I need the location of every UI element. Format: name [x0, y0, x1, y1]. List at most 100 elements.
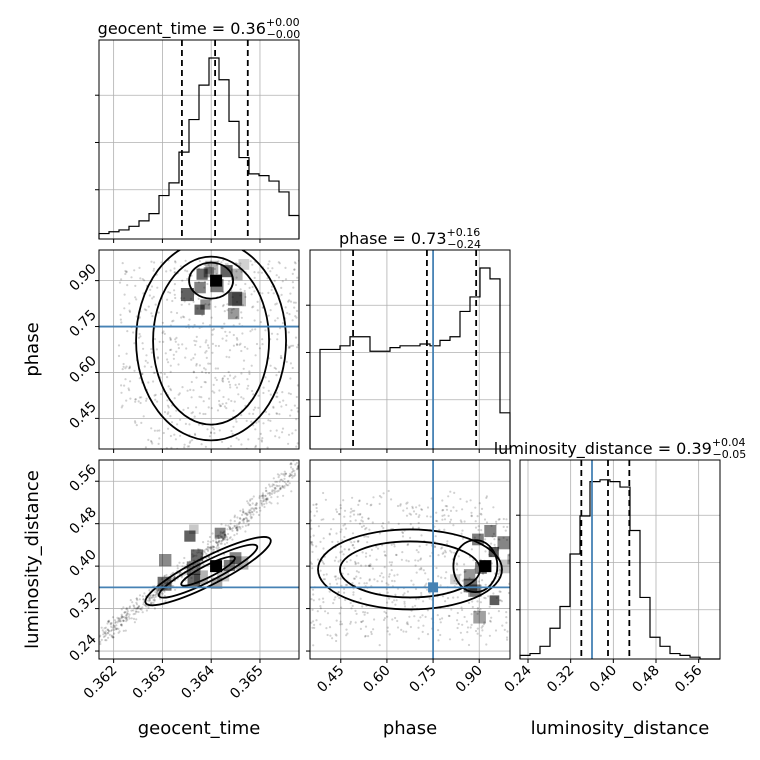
sample-point	[211, 333, 214, 336]
sample-point	[459, 519, 462, 522]
sample-point	[488, 605, 491, 608]
sample-point	[126, 618, 129, 622]
sample-point	[219, 404, 223, 407]
sample-point	[361, 520, 364, 523]
sample-point	[169, 269, 172, 272]
sample-point	[161, 321, 164, 324]
contour-line	[339, 540, 481, 599]
sample-point	[235, 386, 239, 389]
sample-point	[250, 516, 254, 519]
sample-point	[247, 502, 250, 505]
sample-point	[339, 577, 342, 580]
sample-point	[195, 362, 198, 366]
sample-point	[449, 520, 452, 524]
sample-point	[119, 318, 122, 321]
sample-point	[505, 518, 508, 521]
sample-point	[148, 589, 151, 592]
sample-point	[492, 506, 495, 509]
sample-point	[443, 555, 446, 558]
sample-point	[280, 478, 283, 481]
sample-point	[235, 524, 238, 527]
sample-point	[255, 510, 258, 514]
sample-point	[119, 620, 122, 623]
histogram-step-phase	[309, 267, 511, 449]
sample-point	[254, 406, 257, 409]
panel-border	[519, 459, 721, 660]
sample-point	[278, 262, 281, 265]
sample-point	[149, 596, 152, 599]
sample-point	[233, 516, 236, 519]
sample-point	[125, 616, 128, 619]
sample-point	[264, 498, 268, 501]
sample-point	[278, 484, 281, 487]
sample-point	[152, 295, 155, 298]
sample-point	[394, 616, 397, 620]
sample-point	[193, 323, 196, 327]
sample-point	[387, 521, 390, 524]
sample-point	[360, 525, 364, 529]
density-block	[196, 268, 208, 280]
sample-point	[355, 570, 358, 573]
sample-point	[326, 612, 330, 615]
sample-point	[340, 606, 343, 609]
sample-point	[167, 291, 170, 294]
sample-point	[233, 524, 236, 528]
sample-point	[132, 609, 135, 612]
sample-point	[289, 472, 292, 475]
sample-point	[116, 616, 119, 619]
sample-point	[359, 597, 362, 600]
sample-point	[505, 621, 508, 624]
sample-point	[425, 543, 428, 547]
sample-point	[337, 591, 340, 594]
sample-point	[367, 635, 370, 638]
sample-point	[206, 543, 209, 546]
sample-point	[226, 303, 229, 306]
sample-point	[505, 616, 508, 619]
sample-point	[254, 506, 257, 510]
sample-point	[149, 594, 153, 597]
sample-point	[117, 617, 120, 621]
sample-point	[238, 526, 241, 529]
sample-point	[217, 546, 220, 549]
sample-point	[287, 479, 290, 483]
x-tick-label: 0.90	[453, 663, 486, 696]
sample-point	[466, 631, 469, 634]
sample-point	[163, 332, 166, 335]
sample-point	[141, 611, 144, 614]
sample-point	[455, 583, 458, 586]
sample-point	[273, 489, 276, 492]
sample-point	[382, 618, 386, 622]
sample-point	[117, 617, 121, 620]
sample-point	[249, 504, 252, 507]
sample-point	[333, 559, 336, 562]
sample-point	[260, 495, 263, 498]
sample-point	[212, 383, 215, 386]
sample-point	[238, 322, 241, 325]
marginal-panel-luminosity_distance: 0.24 0.32 0.40 0.48 0.56luminosity_distance …	[494, 436, 747, 696]
sample-point	[122, 365, 125, 368]
sample-point	[252, 412, 255, 415]
sample-point	[465, 500, 468, 503]
sample-point	[119, 623, 123, 626]
sample-point	[288, 313, 291, 316]
sample-point	[255, 507, 258, 510]
density-block	[159, 554, 172, 567]
sample-point	[322, 491, 325, 495]
sample-point	[221, 377, 224, 380]
sample-point	[257, 420, 260, 423]
sample-point	[405, 502, 408, 505]
sample-point	[202, 541, 205, 544]
sample-point	[230, 399, 233, 403]
sample-point	[469, 499, 472, 502]
sample-point	[368, 564, 371, 568]
sample-point	[205, 339, 208, 342]
sample-point	[275, 395, 278, 398]
density-block	[200, 299, 211, 310]
sample-point	[281, 391, 284, 394]
sample-point	[147, 599, 150, 602]
sample-point	[251, 507, 254, 510]
sample-point	[191, 411, 194, 414]
sample-point	[313, 626, 316, 630]
sample-point	[401, 531, 405, 535]
sample-point	[128, 309, 131, 312]
